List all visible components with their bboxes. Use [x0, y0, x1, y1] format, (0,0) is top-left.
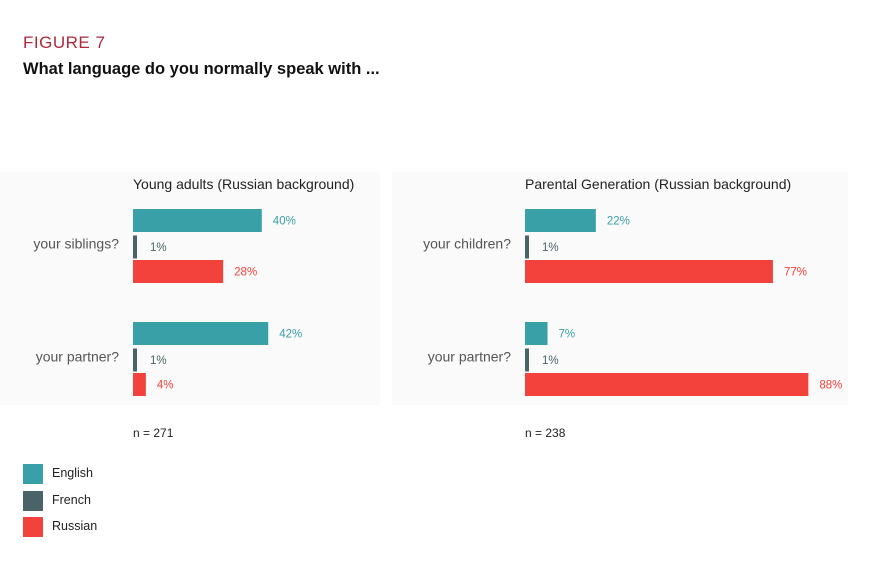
- panel-2-title: Parental Generation (Russian background): [525, 176, 791, 192]
- legend-label-russian: Russian: [52, 519, 98, 533]
- panel-1-value-label-russian-your-siblings: 28%: [234, 267, 257, 279]
- panel-2-bar-russian-your-children: [525, 260, 773, 283]
- panel-1-bar-russian-your-siblings: [133, 260, 224, 283]
- panel-2-bar-english-your-partner: [525, 322, 548, 345]
- figure-title: What language do you normally speak with…: [23, 60, 380, 78]
- legend-label-english: English: [52, 466, 93, 480]
- panel-2-value-label-english-your-partner: 7%: [559, 329, 576, 341]
- legend-swatch-french: [23, 491, 43, 511]
- panel-2-bar-russian-your-partner: [525, 373, 809, 396]
- panel-1-value-label-russian-your-partner: 4%: [157, 380, 174, 392]
- panel-2-bar-french-your-partner: [525, 348, 529, 372]
- figure-label: FIGURE 7: [23, 33, 106, 52]
- panel-1-bar-russian-your-partner: [133, 373, 146, 396]
- panel-1-category-your-siblings: your siblings?: [33, 236, 119, 252]
- legend-swatch-english: [23, 464, 43, 484]
- panel-1-value-label-french-your-partner: 1%: [150, 355, 167, 367]
- panel-2-value-label-english-your-children: 22%: [607, 216, 630, 228]
- panel-1-background: [0, 172, 380, 405]
- panel-2-value-label-russian-your-partner: 88%: [819, 380, 842, 392]
- panel-1-value-label-english-your-siblings: 40%: [273, 216, 296, 228]
- panel-1-n-label: n = 271: [133, 426, 174, 440]
- panel-2-category-your-children: your children?: [423, 236, 511, 252]
- legend-item-french: French: [23, 491, 223, 511]
- panel-1-value-label-english-your-partner: 42%: [279, 329, 302, 341]
- panel-2-value-label-russian-your-children: 77%: [784, 267, 807, 279]
- legend-label-french: French: [52, 493, 91, 507]
- panel-2-category-your-partner: your partner?: [428, 349, 511, 365]
- panel-1-title: Young adults (Russian background): [133, 176, 354, 192]
- panel-1-category-your-partner: your partner?: [36, 349, 119, 365]
- panel-2-bar-french-your-children: [525, 235, 529, 259]
- legend-swatch-russian: [23, 517, 43, 537]
- panel-1-bar-english-your-siblings: [133, 209, 262, 232]
- panel-2-n-label: n = 238: [525, 426, 566, 440]
- legend-item-english: English: [23, 464, 223, 484]
- legend-item-russian: Russian: [23, 517, 223, 537]
- panel-2-background: [392, 172, 848, 405]
- panel-2-bar-english-your-children: [525, 209, 596, 232]
- panel-1-value-label-french-your-siblings: 1%: [150, 242, 167, 254]
- panel-1-bar-english-your-partner: [133, 322, 269, 345]
- panel-2-value-label-french-your-partner: 1%: [542, 355, 559, 367]
- panel-1-bar-french-your-siblings: [133, 235, 137, 259]
- panel-2-value-label-french-your-children: 1%: [542, 242, 559, 254]
- panel-1-bar-french-your-partner: [133, 348, 137, 372]
